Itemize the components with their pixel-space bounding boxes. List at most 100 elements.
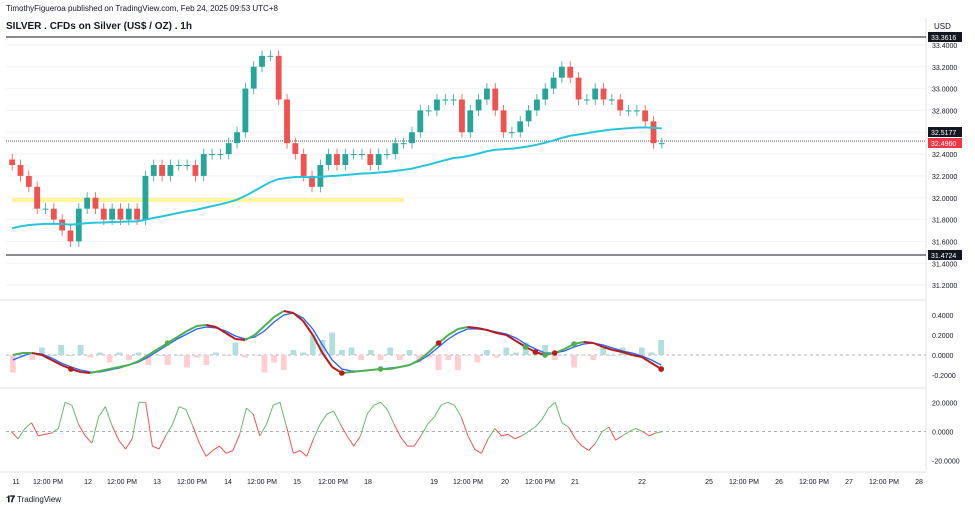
- osc-segment: [125, 438, 133, 450]
- time-axis[interactable]: 11 12:00 PM 12 12:00 PM 13 12:00 PM 14 12:00 PM…: [0, 471, 926, 486]
- macd-signal-segment: [138, 354, 149, 362]
- osc-segment: [212, 445, 220, 451]
- macd-histogram-bar: [571, 355, 577, 368]
- candle: [50, 208, 57, 220]
- candle: [525, 110, 532, 122]
- candle: [467, 110, 474, 133]
- osc-segment: [306, 438, 314, 457]
- macd-histogram-bar: [116, 352, 123, 355]
- price-marker-label-bg: [928, 127, 962, 137]
- macd-cross-dot: [542, 352, 548, 358]
- candle: [67, 230, 74, 242]
- osc-tick-label: -20.0000: [932, 459, 960, 466]
- candle: [242, 88, 249, 133]
- osc-segment: [353, 435, 361, 447]
- candle: [9, 159, 16, 165]
- candle: [517, 121, 524, 133]
- osc-segment: [232, 434, 241, 451]
- macd-tick-label: 0.4000: [932, 313, 954, 320]
- macd-histogram-bar: [300, 352, 307, 355]
- macd-histogram-bar: [251, 355, 258, 356]
- osc-segment: [534, 419, 543, 428]
- osc-segment: [158, 435, 167, 450]
- osc-segment: [172, 406, 180, 425]
- macd-signal-segment: [496, 332, 507, 336]
- candle: [34, 186, 41, 209]
- candle: [425, 110, 432, 112]
- macd-signal-segment: [128, 360, 140, 366]
- macd-histogram-bar: [126, 355, 132, 360]
- osc-segment: [326, 410, 334, 415]
- macd-histogram-bar: [242, 355, 248, 358]
- osc-segment: [568, 426, 576, 440]
- price-tick-label: 31.6000: [932, 239, 957, 246]
- macd-histogram-bar: [600, 345, 607, 355]
- candle: [17, 165, 24, 176]
- price-marker-label-2-bg: [928, 138, 962, 148]
- grid-lines: [0, 18, 927, 470]
- candle: [575, 77, 582, 100]
- ema-line: [11, 126, 662, 230]
- price-axis[interactable]: 33.400033.200033.000032.800032.600032.40…: [928, 32, 962, 466]
- price-tick-label: 32.0000: [932, 196, 957, 203]
- osc-segment: [165, 423, 173, 437]
- osc-segment: [541, 407, 549, 421]
- candle: [125, 208, 132, 220]
- price-tick-label: 33.2000: [932, 65, 957, 72]
- macd-cross-dot: [435, 340, 442, 346]
- osc-segment: [548, 401, 556, 409]
- time-axis-label: 12:00 PM: [107, 479, 137, 486]
- osc-segment: [460, 416, 469, 437]
- macd-histogram-bar: [261, 355, 268, 373]
- osc-segment: [447, 401, 455, 406]
- macd-cross-dot: [339, 370, 345, 376]
- osc-segment: [51, 428, 59, 434]
- candle: [542, 88, 549, 100]
- osc-segment: [71, 405, 79, 425]
- candle: [592, 88, 599, 100]
- candle: [284, 99, 290, 144]
- macd-signal-segment: [399, 364, 410, 368]
- osc-tick-label: 0.0000: [932, 430, 954, 437]
- candle: [342, 154, 349, 165]
- macd-tick-label: -0.2000: [932, 373, 956, 380]
- osc-segment: [521, 431, 529, 437]
- tradingview-logo-icon: 𝟏𝟕: [6, 494, 15, 504]
- osc-segment: [333, 410, 341, 425]
- candle: [250, 66, 257, 89]
- osc-segment: [494, 428, 502, 437]
- macd-histogram-bar: [97, 352, 103, 355]
- macd-signal-segment: [457, 326, 468, 330]
- candle: [75, 208, 82, 242]
- macd-signal-segment: [119, 364, 130, 368]
- macd-histogram-bar: [445, 355, 452, 360]
- candle: [92, 197, 99, 209]
- macd-signal-segment: [292, 312, 304, 322]
- osc-segment: [226, 450, 234, 454]
- osc-segment: [273, 401, 281, 406]
- macd-histogram-bar: [609, 355, 616, 356]
- time-axis-label: 12:00 PM: [869, 479, 899, 486]
- osc-segment: [179, 406, 187, 411]
- osc-segment: [642, 431, 650, 437]
- macd-histogram-bar: [474, 355, 481, 363]
- macd-signal-segment: [273, 310, 285, 318]
- macd-histogram-bar: [358, 355, 365, 360]
- horizontal-levels: [6, 36, 926, 256]
- macd-pane: [6, 310, 926, 376]
- osc-segment: [440, 401, 448, 406]
- macd-histogram-bar: [658, 340, 665, 355]
- macd-signal-segment: [51, 359, 62, 366]
- time-axis-label: 14: [224, 479, 232, 486]
- price-tick-label: 33.4000: [932, 43, 957, 50]
- time-axis-label: 12:00 PM: [247, 479, 277, 486]
- osc-segment: [10, 431, 19, 440]
- candle: [392, 143, 399, 155]
- macd-histogram-bar: [193, 355, 200, 358]
- macd-histogram-bar: [309, 335, 316, 355]
- osc-segment: [192, 425, 200, 444]
- candle: [600, 88, 607, 100]
- candle: [583, 99, 590, 101]
- macd-histogram-bar: [396, 355, 403, 360]
